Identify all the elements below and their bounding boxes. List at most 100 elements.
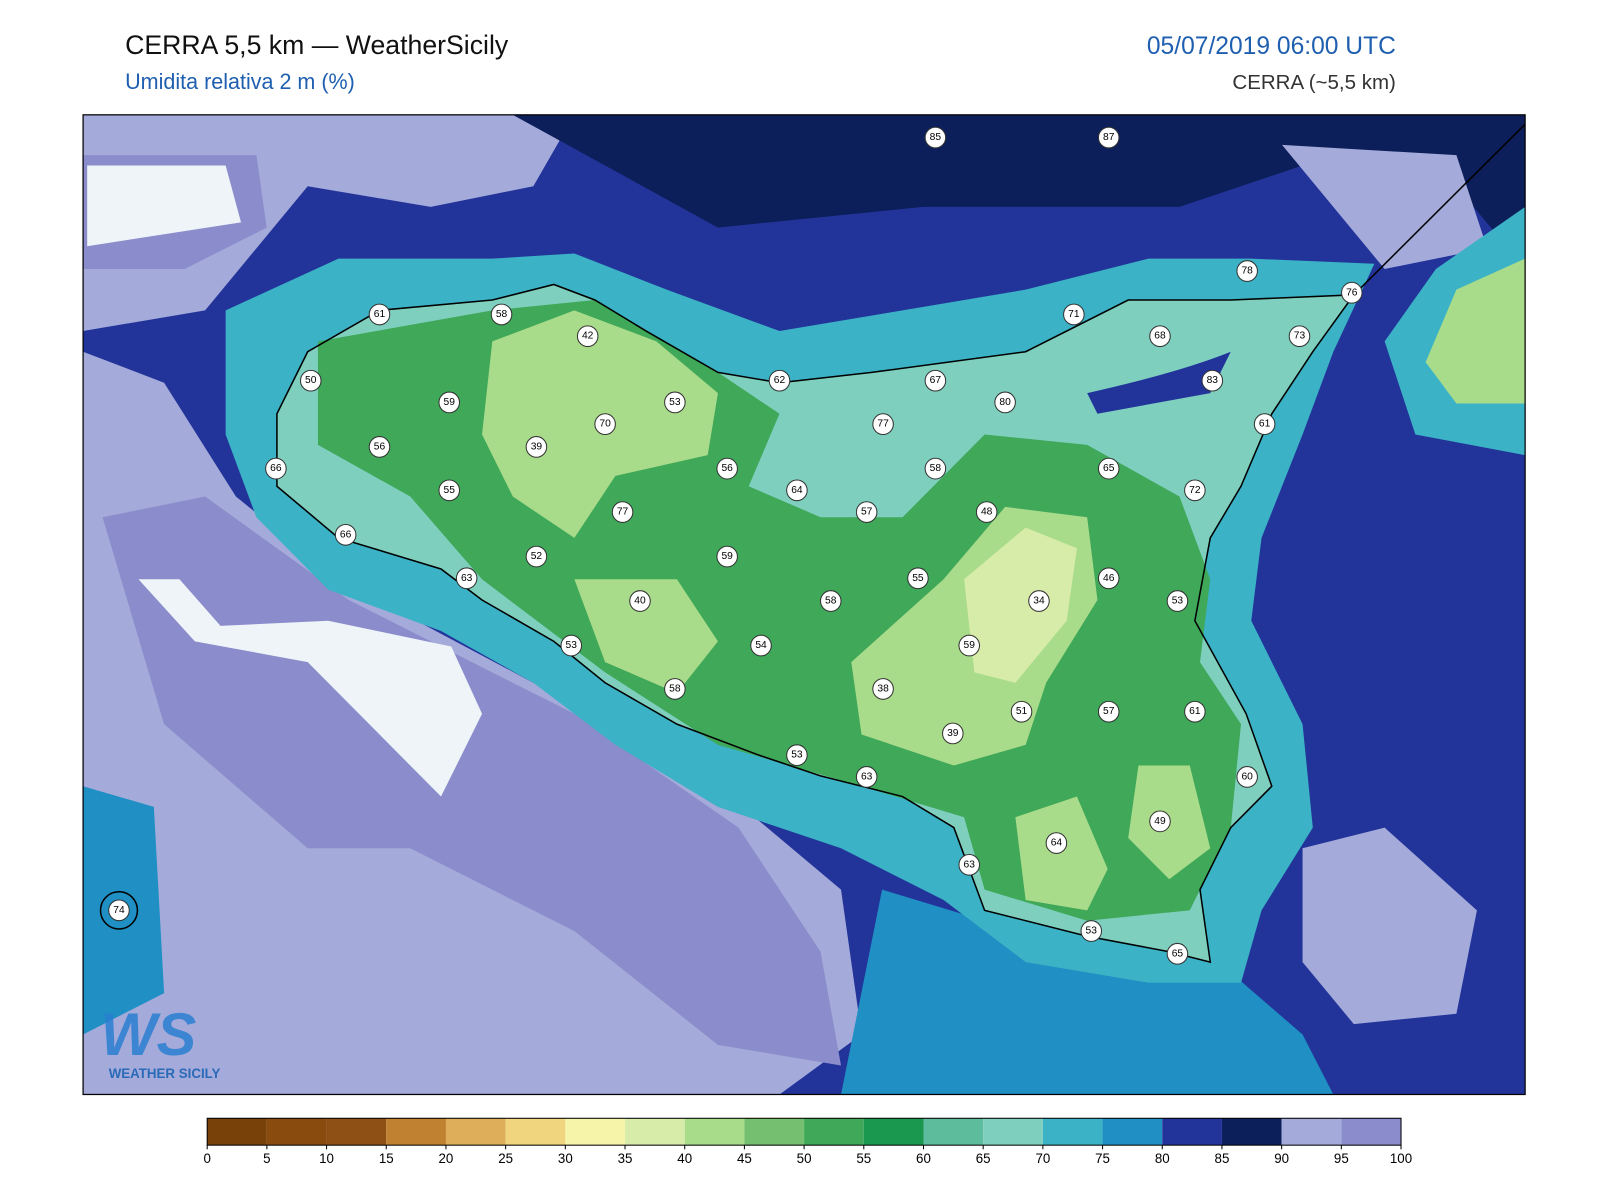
station-value: 34 [1033,596,1045,607]
station-marker [820,590,842,612]
station: 34 [1028,590,1050,612]
station-marker [994,391,1016,414]
station: 68 [1149,325,1171,348]
station-value: 77 [617,507,629,518]
station: 40 [629,590,651,612]
station-marker [1166,590,1189,612]
station-value: 60 [1241,771,1253,782]
station: 83 [1201,369,1224,392]
logo-mark: WS [101,1001,197,1068]
station: 74 [108,899,130,922]
station-marker [1045,832,1068,854]
station-value: 63 [461,573,473,584]
station-value: 77 [877,419,889,430]
station: 56 [716,457,738,480]
colorbar-segment [386,1118,446,1146]
station-marker [594,413,616,436]
station: 53 [1166,590,1189,612]
station-value: 73 [1294,331,1306,342]
colorbar-tick-label: 80 [1155,1151,1170,1166]
dry-sea-area [512,114,1526,269]
station-value: 61 [1189,706,1201,717]
station-marker [855,766,878,788]
station: 57 [855,501,878,523]
sicily [99,123,1526,983]
colorbar-tick-label: 100 [1390,1151,1412,1166]
station-value: 68 [1154,331,1166,342]
map: WS WEATHER SICILY 85 87 78 76 71 68 73 61 58 42 62… [83,114,1526,1095]
station-marker [299,369,322,392]
station-value: 63 [861,771,873,782]
station-value: 83 [1207,375,1219,386]
logo-text: WEATHER SICILY [109,1066,221,1081]
colorbar: 0 5 10 15 20 25 30 35 40 45 50 55 60 65 70 75 80 85 90 95 10… [203,1117,1412,1166]
land-driest [964,527,1077,683]
station-marker [438,391,460,414]
station-value: 67 [930,375,942,386]
humid-area [87,165,242,247]
colorbar-tick-label: 5 [263,1151,270,1166]
colorbar-segment [625,1118,685,1146]
station-marker [664,391,686,414]
stations: 85 87 78 76 71 68 73 61 58 42 62 67 80 83 50 59 53 70 77 61… [108,126,1363,965]
station-value: 42 [582,331,594,342]
logo: WS WEATHER SICILY [101,1001,221,1081]
station: 39 [942,722,964,745]
station-value: 56 [721,463,733,474]
station-value: 53 [1086,926,1098,937]
station: 59 [716,545,738,568]
station-value: 65 [1103,463,1115,474]
station-value: 58 [825,596,837,607]
station-marker [108,899,130,922]
area [841,889,1334,1095]
station: 60 [1236,766,1258,788]
station: 62 [768,369,791,392]
station-marker [716,545,738,568]
station-value: 59 [444,397,456,408]
station: 58 [490,303,513,326]
station-marker [1236,766,1258,788]
station-marker [629,590,651,612]
colorbar-tick-label: 95 [1334,1151,1349,1166]
station-marker [786,744,808,767]
colorbar-segment [505,1118,566,1146]
station: 59 [958,634,980,657]
station: 78 [1236,260,1258,282]
station: 67 [924,369,947,392]
station-value: 70 [599,419,611,430]
station-marker [611,501,634,523]
station-value: 78 [1241,266,1253,277]
station-value: 65 [1172,948,1184,959]
station-marker [1184,700,1206,723]
station-value: 64 [791,485,803,496]
station-value: 53 [669,397,681,408]
station-marker [1288,325,1311,348]
station-value: 59 [964,640,976,651]
station-marker [872,413,894,436]
station-value: 56 [374,441,386,452]
station-marker [1253,413,1276,436]
station-value: 55 [444,485,456,496]
colorbar-segment [565,1118,626,1146]
station-marker [1149,810,1171,833]
colorbar-segment [1281,1118,1342,1146]
station-value: 85 [930,132,942,143]
colorbar-tick-label: 40 [677,1151,692,1166]
station-marker [1028,590,1050,612]
station-value: 66 [270,463,282,474]
station-marker [1080,920,1103,942]
station: 49 [1149,810,1171,833]
station-value: 55 [912,573,924,584]
colorbar-tick-label: 35 [618,1151,633,1166]
colorbar-segment [1341,1118,1402,1146]
station-value: 50 [305,375,317,386]
colorbar-tick-label: 55 [856,1151,871,1166]
station-marker [924,457,947,480]
colorbar-tick-label: 10 [319,1151,334,1166]
humid-area [1302,827,1477,1025]
station-value: 57 [861,507,873,518]
station-marker [855,501,878,523]
station-value: 46 [1103,573,1115,584]
station-value: 72 [1189,485,1201,496]
station-marker [1184,479,1206,502]
